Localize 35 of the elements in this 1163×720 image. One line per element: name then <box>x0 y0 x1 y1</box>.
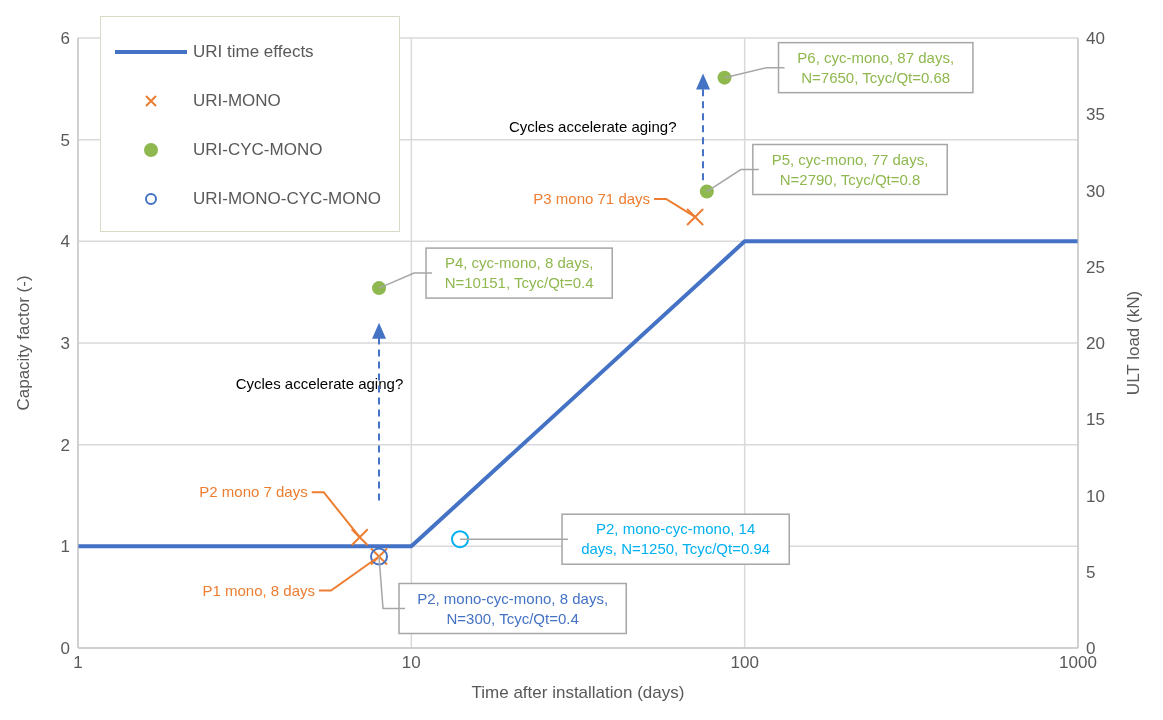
legend-label: URI-MONO <box>193 90 281 111</box>
legend-label: URI-CYC-MONO <box>193 139 323 160</box>
y-tick-label: 1 <box>60 537 70 557</box>
annotation: Cycles accelerate aging? <box>235 374 404 392</box>
annotation: P2, mono-cyc-mono, 14 days, N=1250, Tcyc/Qt=0.94 <box>581 520 771 558</box>
x-axis-title: Time after installation (days) <box>471 683 685 702</box>
legend-label: URI-MONO-CYC-MONO <box>193 188 381 209</box>
y-tick-label: 0 <box>60 639 70 659</box>
annotation: P5, cyc-mono, 77 days, N=2790, Tcyc/Qt=0.8 <box>771 150 929 188</box>
y2-tick-label: 25 <box>1086 257 1105 277</box>
y2-tick-label: 5 <box>1086 562 1096 582</box>
y2-tick-label: 15 <box>1086 410 1105 430</box>
y2-tick-label: 20 <box>1086 334 1105 354</box>
y-tick-label: 3 <box>60 334 70 354</box>
x-tick-label: 100 <box>730 653 759 673</box>
y2-tick-label: 40 <box>1086 29 1105 49</box>
annotation: P2, mono-cyc-mono, 8 days, N=300, Tcyc/Qt=0.4 <box>417 589 609 627</box>
annotation: P4, cyc-mono, 8 days, N=10151, Tcyc/Qt=0.4 <box>444 254 594 292</box>
y2-tick-label: 30 <box>1086 181 1105 201</box>
annotation: P3 mono 71 days <box>533 189 651 207</box>
annotation: P2 mono 7 days <box>199 483 308 501</box>
y-tick-label: 4 <box>60 232 70 252</box>
y2-tick-label: 10 <box>1086 486 1105 506</box>
x-tick-label: 1 <box>73 653 83 673</box>
annotation: P6, cyc-mono, 87 days, N=7650, Tcyc/Qt=0.68 <box>797 48 955 86</box>
y-tick-label: 5 <box>60 130 70 150</box>
y-tick-label: 2 <box>60 435 70 455</box>
y2-axis-title: ULT load (kN) <box>1124 290 1144 396</box>
y-tick-label: 6 <box>60 29 70 49</box>
legend-label: URI time effects <box>193 41 314 62</box>
x-tick-label: 10 <box>401 653 421 673</box>
y-axis-title: Capacity factor (-) <box>14 275 34 411</box>
annotation: Cycles accelerate aging? <box>508 117 677 135</box>
annotation: P1 mono, 8 days <box>202 581 316 599</box>
y2-tick-label: 35 <box>1086 105 1105 125</box>
